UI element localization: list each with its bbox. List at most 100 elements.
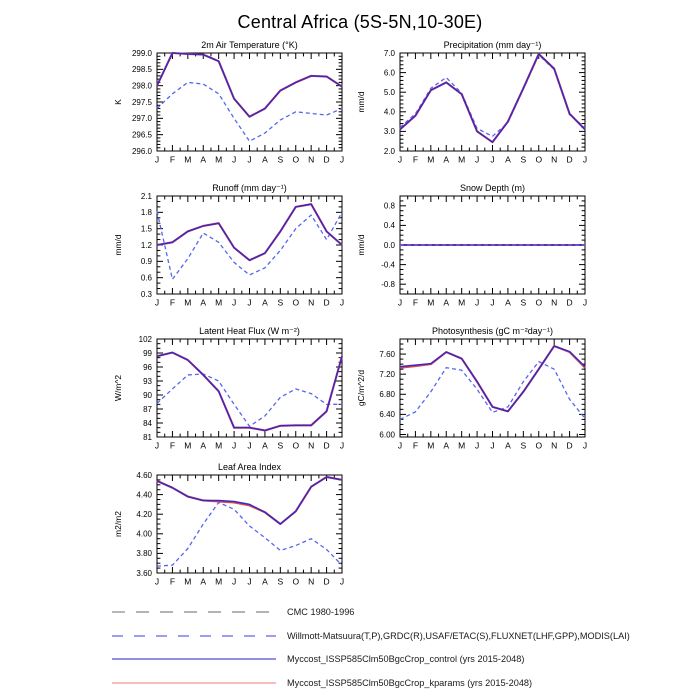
series-kparams bbox=[156, 203, 343, 262]
y-tick-label: 4.00 bbox=[136, 530, 152, 539]
x-tick-label: J bbox=[475, 441, 479, 451]
x-tick-label: J bbox=[398, 298, 402, 308]
legend-line-sample-blue-dashed bbox=[112, 635, 276, 637]
x-tick-label: M bbox=[184, 155, 191, 165]
x-tick-label: S bbox=[277, 155, 283, 165]
y-tick-label: 299.0 bbox=[132, 49, 153, 58]
series-obs bbox=[156, 501, 343, 567]
y-tick-label: 1.5 bbox=[141, 224, 153, 233]
chart-title: Runoff (mm day⁻¹) bbox=[212, 183, 287, 193]
x-tick-label: J bbox=[583, 155, 587, 165]
y-tick-label: 4.20 bbox=[136, 510, 152, 519]
y-tick-label: 4.0 bbox=[384, 108, 396, 117]
x-tick-label: J bbox=[340, 298, 344, 308]
panel-latent-heat-flux: Latent Heat Flux (W m⁻²) 81 84 87 90 93 96 99 10… bbox=[97, 325, 357, 461]
x-tick-label: M bbox=[215, 577, 222, 587]
y-axis-label: mm/d bbox=[113, 234, 123, 256]
x-tick-label: O bbox=[292, 577, 299, 587]
x-tick-label: J bbox=[340, 577, 344, 587]
x-tick-label: A bbox=[505, 441, 511, 451]
x-tick-label: N bbox=[551, 298, 557, 308]
x-tick-label: A bbox=[262, 577, 268, 587]
y-tick-label: 298.5 bbox=[132, 65, 153, 74]
x-tick-label: J bbox=[583, 441, 587, 451]
y-tick-label: 81 bbox=[143, 433, 152, 442]
x-tick-label: J bbox=[490, 441, 494, 451]
temp-chart: 2m Air Temperature (°K) 296.0 296.5 297.0 29… bbox=[113, 40, 344, 165]
y-tick-label: 7.0 bbox=[384, 49, 396, 58]
x-tick-label: M bbox=[184, 298, 191, 308]
legend-item-observations: Willmott-Matsuura(T,P),GRDC(R),USAF/ETAC… bbox=[110, 629, 630, 643]
chart-title: Snow Depth (m) bbox=[460, 183, 525, 193]
series-control bbox=[156, 203, 343, 261]
runoff-chart: Runoff (mm day⁻¹) 0.3 0.6 0.9 1.2 1.5 1.8 2.1 J F… bbox=[113, 183, 344, 308]
y-axis-label: m2/m2 bbox=[113, 511, 123, 537]
x-tick-label: O bbox=[292, 155, 299, 165]
x-tick-label: M bbox=[215, 155, 222, 165]
series-control bbox=[156, 52, 343, 118]
legend-line-sample-red-solid bbox=[112, 682, 276, 684]
y-tick-label: 1.2 bbox=[141, 241, 153, 250]
series-control bbox=[156, 351, 343, 432]
x-tick-label: A bbox=[443, 441, 449, 451]
series-kparams bbox=[399, 52, 586, 144]
x-tick-label: J bbox=[340, 155, 344, 165]
series-obs bbox=[156, 211, 343, 280]
y-axis-label: K bbox=[113, 99, 123, 105]
panel-precipitation: Precipitation (mm day⁻¹) 2.0 3.0 4.0 5.0 6.0 7… bbox=[340, 39, 600, 175]
y-tick-label: 0.4 bbox=[384, 221, 396, 230]
y-tick-label: 296.0 bbox=[132, 147, 153, 156]
x-tick-label: M bbox=[458, 155, 465, 165]
y-tick-label: 90 bbox=[143, 391, 152, 400]
panel-snow-depth: Snow Depth (m) -0.8 -0.4 0.0 0.4 0.8 J F M A M J J A S… bbox=[340, 182, 600, 318]
x-tick-label: D bbox=[324, 577, 330, 587]
x-tick-label: O bbox=[535, 441, 542, 451]
series-obs bbox=[399, 54, 586, 137]
legend-line-sample-blue-solid bbox=[112, 658, 276, 660]
x-tick-label: S bbox=[277, 441, 283, 451]
x-tick-label: J bbox=[475, 298, 479, 308]
y-tick-label: 0.8 bbox=[384, 202, 396, 211]
x-tick-label: D bbox=[324, 155, 330, 165]
y-tick-label: 4.60 bbox=[136, 471, 152, 480]
x-tick-label: F bbox=[170, 298, 175, 308]
lhf-chart: Latent Heat Flux (W m⁻²) 81 84 87 90 93 96 99 10… bbox=[113, 326, 344, 451]
x-tick-label: A bbox=[262, 298, 268, 308]
y-tick-label: 0.6 bbox=[141, 273, 153, 282]
x-tick-label: S bbox=[520, 155, 526, 165]
chart-title: Precipitation (mm day⁻¹) bbox=[444, 40, 542, 50]
x-tick-label: J bbox=[398, 155, 402, 165]
x-tick-label: J bbox=[232, 441, 236, 451]
x-tick-label: D bbox=[567, 155, 573, 165]
x-tick-label: S bbox=[520, 441, 526, 451]
x-tick-label: D bbox=[567, 441, 573, 451]
x-tick-label: A bbox=[505, 155, 511, 165]
y-tick-label: 2.1 bbox=[141, 192, 153, 201]
x-tick-label: A bbox=[200, 577, 206, 587]
y-tick-label: 93 bbox=[143, 377, 152, 386]
x-tick-label: A bbox=[200, 155, 206, 165]
precip-chart: Precipitation (mm day⁻¹) 2.0 3.0 4.0 5.0 6.0 7… bbox=[356, 40, 587, 165]
legend-label: Myccost_ISSP585Clm50BgcCrop_kparams (yrs… bbox=[287, 678, 533, 688]
panel-runoff: Runoff (mm day⁻¹) 0.3 0.6 0.9 1.2 1.5 1.8 2.1 J F… bbox=[97, 182, 357, 318]
legend-item-kparams-run: Myccost_ISSP585Clm50BgcCrop_kparams (yrs… bbox=[110, 676, 532, 690]
y-tick-label: 102 bbox=[139, 335, 153, 344]
y-tick-label: 297.0 bbox=[132, 114, 153, 123]
y-tick-label: 2.0 bbox=[384, 147, 396, 156]
x-tick-label: J bbox=[155, 577, 159, 587]
y-tick-label: 5.0 bbox=[384, 88, 396, 97]
y-tick-label: 6.00 bbox=[379, 430, 395, 439]
plot-box bbox=[156, 52, 343, 152]
x-tick-label: J bbox=[247, 298, 251, 308]
x-tick-label: A bbox=[200, 441, 206, 451]
x-tick-label: M bbox=[184, 577, 191, 587]
x-tick-label: A bbox=[200, 298, 206, 308]
y-tick-label: 96 bbox=[143, 363, 152, 372]
y-axis-label: mm/d bbox=[356, 234, 366, 256]
y-tick-label: 3.60 bbox=[136, 569, 152, 578]
plot-box bbox=[156, 474, 343, 574]
x-tick-label: M bbox=[458, 441, 465, 451]
x-tick-label: N bbox=[551, 155, 557, 165]
photo-chart: Photosynthesis (gC m⁻²day⁻¹) 6.00 6.40 6.80… bbox=[356, 326, 587, 451]
